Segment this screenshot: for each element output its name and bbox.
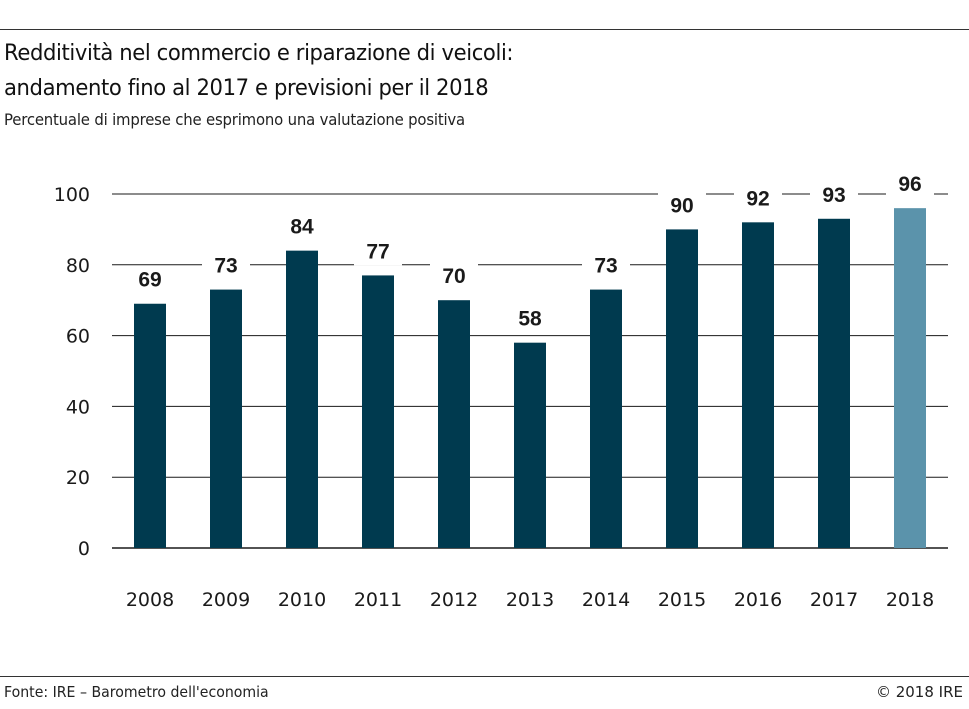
data-label: 77: [366, 240, 389, 263]
chart-title: Redditività nel commercio e riparazione …: [4, 36, 514, 106]
data-label: 58: [518, 308, 542, 331]
data-label-background: [278, 212, 326, 241]
data-label-background: [354, 237, 402, 266]
y-tick-label: 100: [54, 184, 90, 206]
y-tick-label: 60: [66, 326, 90, 348]
chart-title-line2: andamento fino al 2017 e previsioni per …: [4, 76, 489, 101]
data-label-background: [430, 262, 478, 291]
forecast-bar: [894, 208, 926, 548]
data-label-background: [126, 265, 174, 294]
bar: [210, 289, 242, 548]
x-tick-label: 2018: [886, 589, 934, 611]
source-note: Fonte: IRE – Barometro dell'economia: [4, 683, 269, 701]
y-tick-label: 40: [66, 396, 90, 418]
x-tick-label: 2017: [810, 589, 858, 611]
y-tick-label: 80: [66, 255, 90, 277]
x-tick-label: 2011: [354, 589, 402, 611]
data-label: 73: [214, 255, 237, 278]
x-tick-label: 2014: [582, 589, 630, 611]
x-tick-label: 2012: [430, 589, 478, 611]
chart-title-line1: Redditività nel commercio e riparazione …: [4, 41, 514, 66]
top-rule: [0, 29, 969, 30]
bar: [666, 229, 698, 548]
bar-chart: 0 20 40 60 80 100 69 2008 73 2009 84 2010 77 2011 70 20…: [53, 170, 948, 611]
chart-subtitle: Percentuale di imprese che esprimono una…: [4, 110, 465, 129]
bar: [286, 250, 318, 548]
data-label: 69: [138, 269, 161, 292]
bar: [514, 342, 546, 548]
data-label-background: [506, 304, 554, 333]
bar: [818, 218, 850, 548]
data-label: 96: [898, 173, 921, 196]
data-label: 73: [594, 255, 617, 278]
data-label-background: [202, 251, 250, 280]
data-label: 84: [290, 216, 314, 239]
x-tick-label: 2013: [506, 589, 554, 611]
data-label: 70: [442, 265, 465, 288]
footer-rule: [0, 676, 969, 677]
data-label-background: [582, 251, 630, 280]
data-label: 90: [670, 194, 693, 217]
data-label-background: [886, 170, 934, 199]
bar: [742, 222, 774, 548]
y-tick-label: 20: [66, 467, 90, 489]
data-label: 92: [746, 187, 769, 210]
x-tick-label: 2015: [658, 589, 706, 611]
data-label: 93: [822, 184, 845, 207]
y-tick-label: 0: [78, 538, 90, 560]
copyright-note: © 2018 IRE: [875, 683, 963, 701]
data-label-background: [810, 180, 858, 209]
x-tick-label: 2009: [202, 589, 250, 611]
bar: [362, 275, 394, 548]
x-tick-label: 2016: [734, 589, 782, 611]
bar: [590, 289, 622, 548]
bar: [438, 300, 470, 548]
bar: [134, 303, 166, 548]
x-tick-label: 2010: [278, 589, 326, 611]
x-tick-label: 2008: [126, 589, 174, 611]
data-label-background: [734, 184, 782, 213]
data-label-background: [658, 191, 706, 220]
